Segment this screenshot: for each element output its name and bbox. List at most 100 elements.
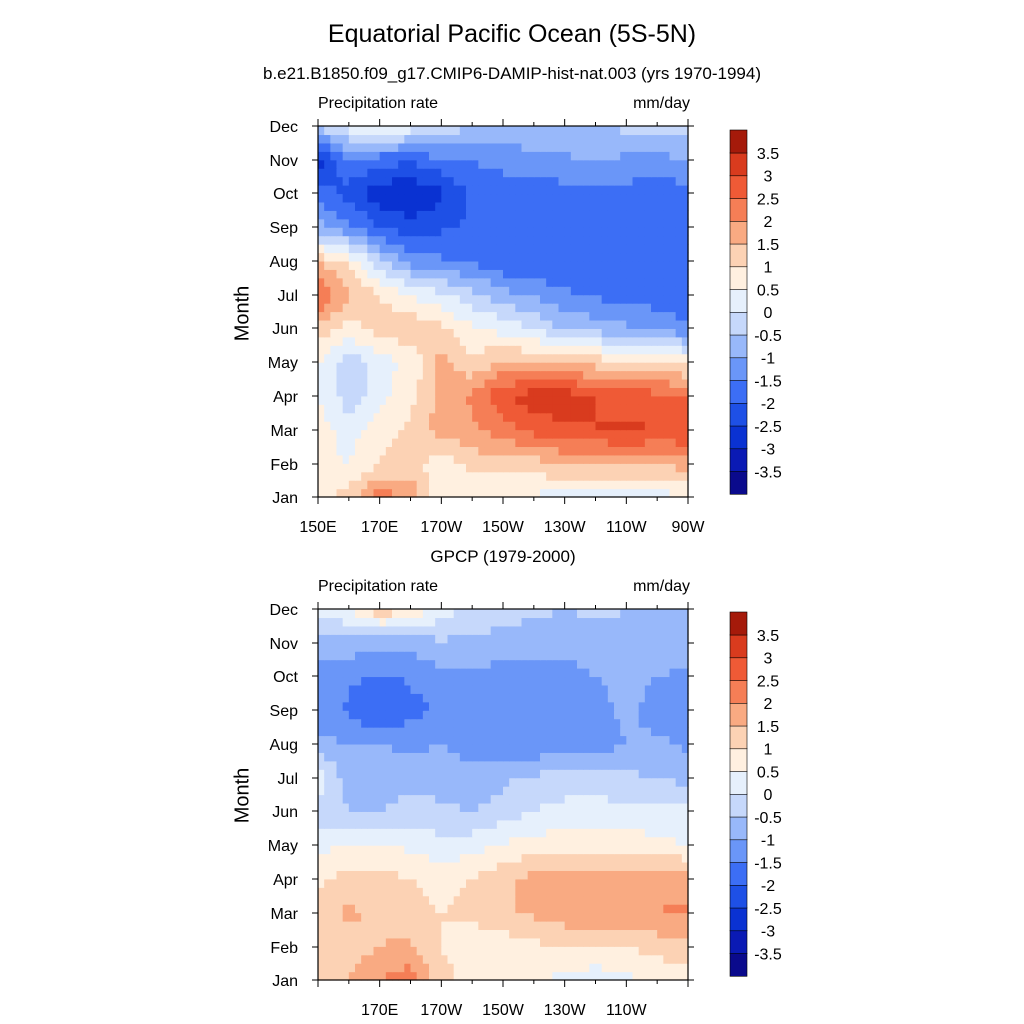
heatmap-cell bbox=[577, 193, 584, 203]
heatmap-cell bbox=[478, 345, 486, 355]
heatmap-cell bbox=[681, 387, 689, 397]
heatmap-cell bbox=[614, 252, 621, 262]
heatmap-cell bbox=[577, 286, 584, 296]
heatmap-cell bbox=[373, 429, 381, 439]
heatmap-cell bbox=[515, 185, 523, 195]
heatmap-cell bbox=[503, 235, 510, 245]
heatmap-cell bbox=[336, 488, 344, 498]
heatmap-cell bbox=[336, 168, 344, 178]
heatmap-cell bbox=[626, 193, 634, 203]
heatmap-cell bbox=[441, 193, 449, 203]
heatmap-cell bbox=[459, 904, 467, 914]
heatmap-cell bbox=[632, 946, 640, 956]
heatmap-cell bbox=[472, 429, 479, 439]
heatmap-cell bbox=[564, 760, 572, 770]
heatmap-cell bbox=[663, 727, 671, 737]
heatmap-cell bbox=[367, 693, 375, 703]
heatmap-cell bbox=[533, 710, 541, 720]
heatmap-cell bbox=[324, 853, 331, 863]
heatmap-cell bbox=[435, 227, 442, 237]
heatmap-cell bbox=[577, 387, 584, 397]
heatmap-cell bbox=[392, 760, 399, 770]
heatmap-cell bbox=[318, 760, 325, 770]
heatmap-cell bbox=[632, 471, 640, 481]
heatmap-cell bbox=[675, 378, 683, 388]
heatmap-cell bbox=[441, 828, 449, 838]
heatmap-cell bbox=[651, 210, 658, 220]
heatmap-cell bbox=[336, 126, 344, 136]
heatmap-cell bbox=[441, 777, 449, 787]
heatmap-cell bbox=[355, 193, 362, 203]
heatmap-cell bbox=[570, 286, 578, 296]
heatmap-cell bbox=[398, 954, 405, 964]
heatmap-cell bbox=[663, 701, 671, 711]
heatmap-cell bbox=[564, 303, 572, 313]
heatmap-cell bbox=[558, 345, 566, 355]
heatmap-cell bbox=[392, 693, 399, 703]
heatmap-cell bbox=[663, 912, 671, 922]
heatmap-cell bbox=[348, 769, 356, 779]
heatmap-cell bbox=[681, 488, 689, 498]
heatmap-cell bbox=[324, 429, 331, 439]
heatmap-cell bbox=[638, 971, 646, 981]
heatmap-cell bbox=[435, 294, 442, 304]
heatmap-cell bbox=[453, 920, 461, 931]
heatmap-cell bbox=[336, 870, 344, 880]
heatmap-cell bbox=[626, 710, 634, 720]
heatmap-cell bbox=[478, 954, 486, 964]
heatmap-cell bbox=[632, 244, 640, 254]
heatmap-cell bbox=[484, 151, 492, 161]
heatmap-cell bbox=[651, 193, 658, 203]
heatmap-cell bbox=[330, 929, 338, 939]
heatmap-cell bbox=[422, 878, 430, 888]
heatmap-cell bbox=[392, 971, 399, 981]
heatmap-cell bbox=[318, 151, 325, 161]
heatmap-cell bbox=[595, 802, 603, 812]
heatmap-cell bbox=[503, 693, 510, 703]
heatmap-cell bbox=[527, 244, 535, 254]
heatmap-cell bbox=[614, 134, 621, 144]
heatmap-cell bbox=[472, 946, 479, 956]
heatmap-cell bbox=[404, 811, 412, 821]
heatmap-cell bbox=[540, 802, 547, 812]
heatmap-cell bbox=[385, 954, 393, 964]
heatmap-cell bbox=[478, 836, 486, 846]
heatmap-cell bbox=[663, 260, 671, 270]
heatmap-cell bbox=[595, 303, 603, 313]
heatmap-cell bbox=[435, 395, 442, 405]
heatmap-cell bbox=[521, 819, 529, 829]
heatmap-cell bbox=[330, 760, 338, 770]
heatmap-cell bbox=[385, 929, 393, 939]
heatmap-cell bbox=[472, 937, 479, 947]
heatmap-cell bbox=[552, 895, 560, 905]
heatmap-cell bbox=[324, 937, 331, 947]
heatmap-cell bbox=[361, 946, 368, 956]
heatmap-cell bbox=[509, 904, 516, 914]
heatmap-cell bbox=[651, 802, 658, 812]
heatmap-cell bbox=[644, 269, 652, 279]
heatmap-cell bbox=[533, 142, 541, 152]
heatmap-cell bbox=[459, 735, 467, 745]
heatmap-cell bbox=[515, 294, 523, 304]
heatmap-cell bbox=[496, 760, 504, 770]
heatmap-cell bbox=[416, 303, 424, 313]
heatmap-cell bbox=[466, 454, 473, 464]
heatmap-cell bbox=[348, 920, 356, 931]
heatmap-cell bbox=[404, 946, 412, 956]
colorbar-swatch bbox=[729, 197, 748, 222]
heatmap-cell bbox=[644, 159, 652, 169]
heatmap-cell bbox=[632, 387, 640, 397]
heatmap-cell bbox=[620, 845, 627, 855]
heatmap-cell bbox=[410, 954, 418, 964]
heatmap-cell bbox=[410, 336, 418, 346]
heatmap-cell bbox=[367, 134, 375, 144]
heatmap-cell bbox=[336, 861, 344, 871]
heatmap-cell bbox=[336, 454, 344, 464]
heatmap-cell bbox=[558, 878, 566, 888]
heatmap-cell bbox=[324, 176, 331, 186]
heatmap-cell bbox=[546, 480, 553, 490]
heatmap-cell bbox=[614, 769, 621, 779]
heatmap-cell bbox=[533, 235, 541, 245]
heatmap-cell bbox=[540, 370, 547, 380]
heatmap-cell bbox=[385, 794, 393, 804]
